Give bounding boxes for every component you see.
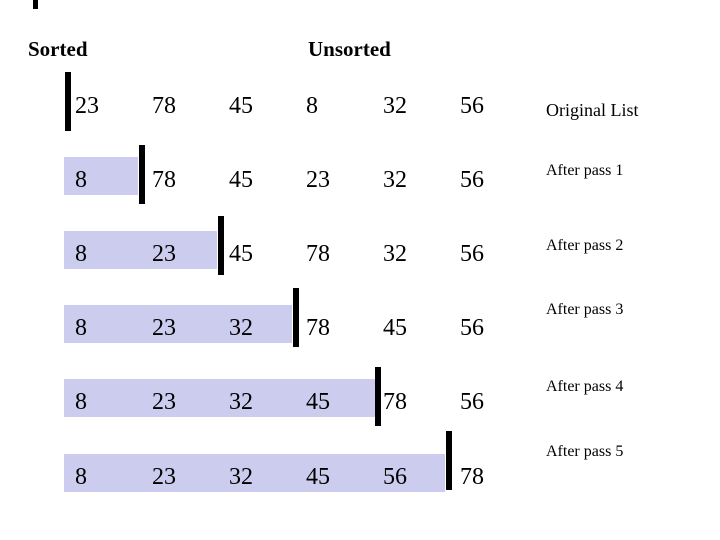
sorted-region-highlight xyxy=(64,379,375,417)
sorted-unsorted-divider xyxy=(375,367,381,426)
list-value: 78 xyxy=(306,241,330,267)
list-value: 32 xyxy=(229,389,253,415)
list-row-pass-1: 8 78 45 23 32 56 xyxy=(64,145,534,204)
row-label: After pass 4 xyxy=(546,378,624,395)
list-value: 8 xyxy=(306,93,318,119)
list-value: 8 xyxy=(75,389,87,415)
list-value: 8 xyxy=(75,315,87,341)
sorted-unsorted-divider xyxy=(218,216,224,275)
top-edge-tick-mark xyxy=(33,0,38,9)
list-row-pass-4: 8 23 32 45 78 56 xyxy=(64,367,534,426)
sorted-unsorted-divider xyxy=(139,145,145,204)
sorted-region-highlight xyxy=(64,231,217,269)
list-row-pass-5: 8 23 32 45 56 78 xyxy=(64,431,534,496)
list-value: 32 xyxy=(383,93,407,119)
sorted-unsorted-divider xyxy=(293,288,299,347)
list-value: 56 xyxy=(460,167,484,193)
list-value: 23 xyxy=(152,241,176,267)
list-value: 32 xyxy=(383,167,407,193)
list-value: 56 xyxy=(460,315,484,341)
list-value: 78 xyxy=(152,93,176,119)
list-value: 8 xyxy=(75,241,87,267)
row-label: After pass 2 xyxy=(546,237,624,254)
list-value: 45 xyxy=(229,93,253,119)
list-value: 23 xyxy=(306,167,330,193)
list-value: 56 xyxy=(460,241,484,267)
list-value: 78 xyxy=(152,167,176,193)
list-value: 8 xyxy=(75,167,87,193)
list-value: 23 xyxy=(152,389,176,415)
list-row-original: 23 78 45 8 32 56 xyxy=(64,72,534,131)
sorted-unsorted-divider xyxy=(65,72,71,131)
list-value: 78 xyxy=(460,464,484,490)
sorted-region-highlight xyxy=(64,454,445,492)
list-value: 56 xyxy=(383,464,407,490)
list-value: 32 xyxy=(229,464,253,490)
list-value: 23 xyxy=(152,315,176,341)
list-value: 78 xyxy=(306,315,330,341)
list-value: 45 xyxy=(229,241,253,267)
unsorted-header: Unsorted xyxy=(308,37,391,61)
list-value: 32 xyxy=(229,315,253,341)
list-value: 45 xyxy=(306,464,330,490)
list-row-pass-2: 8 23 45 78 32 56 xyxy=(64,216,534,275)
list-value: 23 xyxy=(152,464,176,490)
list-value: 45 xyxy=(229,167,253,193)
row-label: After pass 3 xyxy=(546,301,624,318)
list-value: 56 xyxy=(460,93,484,119)
list-value: 23 xyxy=(75,93,99,119)
list-value: 45 xyxy=(306,389,330,415)
list-value: 32 xyxy=(383,241,407,267)
sorted-region-highlight xyxy=(64,157,138,195)
row-label: After pass 1 xyxy=(546,162,624,179)
list-value: 78 xyxy=(383,389,407,415)
sorted-header: Sorted xyxy=(28,37,88,61)
sorted-unsorted-divider xyxy=(446,431,452,490)
list-row-pass-3: 8 23 32 78 45 56 xyxy=(64,288,534,347)
list-value: 45 xyxy=(383,315,407,341)
sorted-region-highlight xyxy=(64,305,292,343)
list-value: 56 xyxy=(460,389,484,415)
list-value: 8 xyxy=(75,464,87,490)
row-label: After pass 5 xyxy=(546,443,624,460)
row-label: Original List xyxy=(546,100,639,120)
